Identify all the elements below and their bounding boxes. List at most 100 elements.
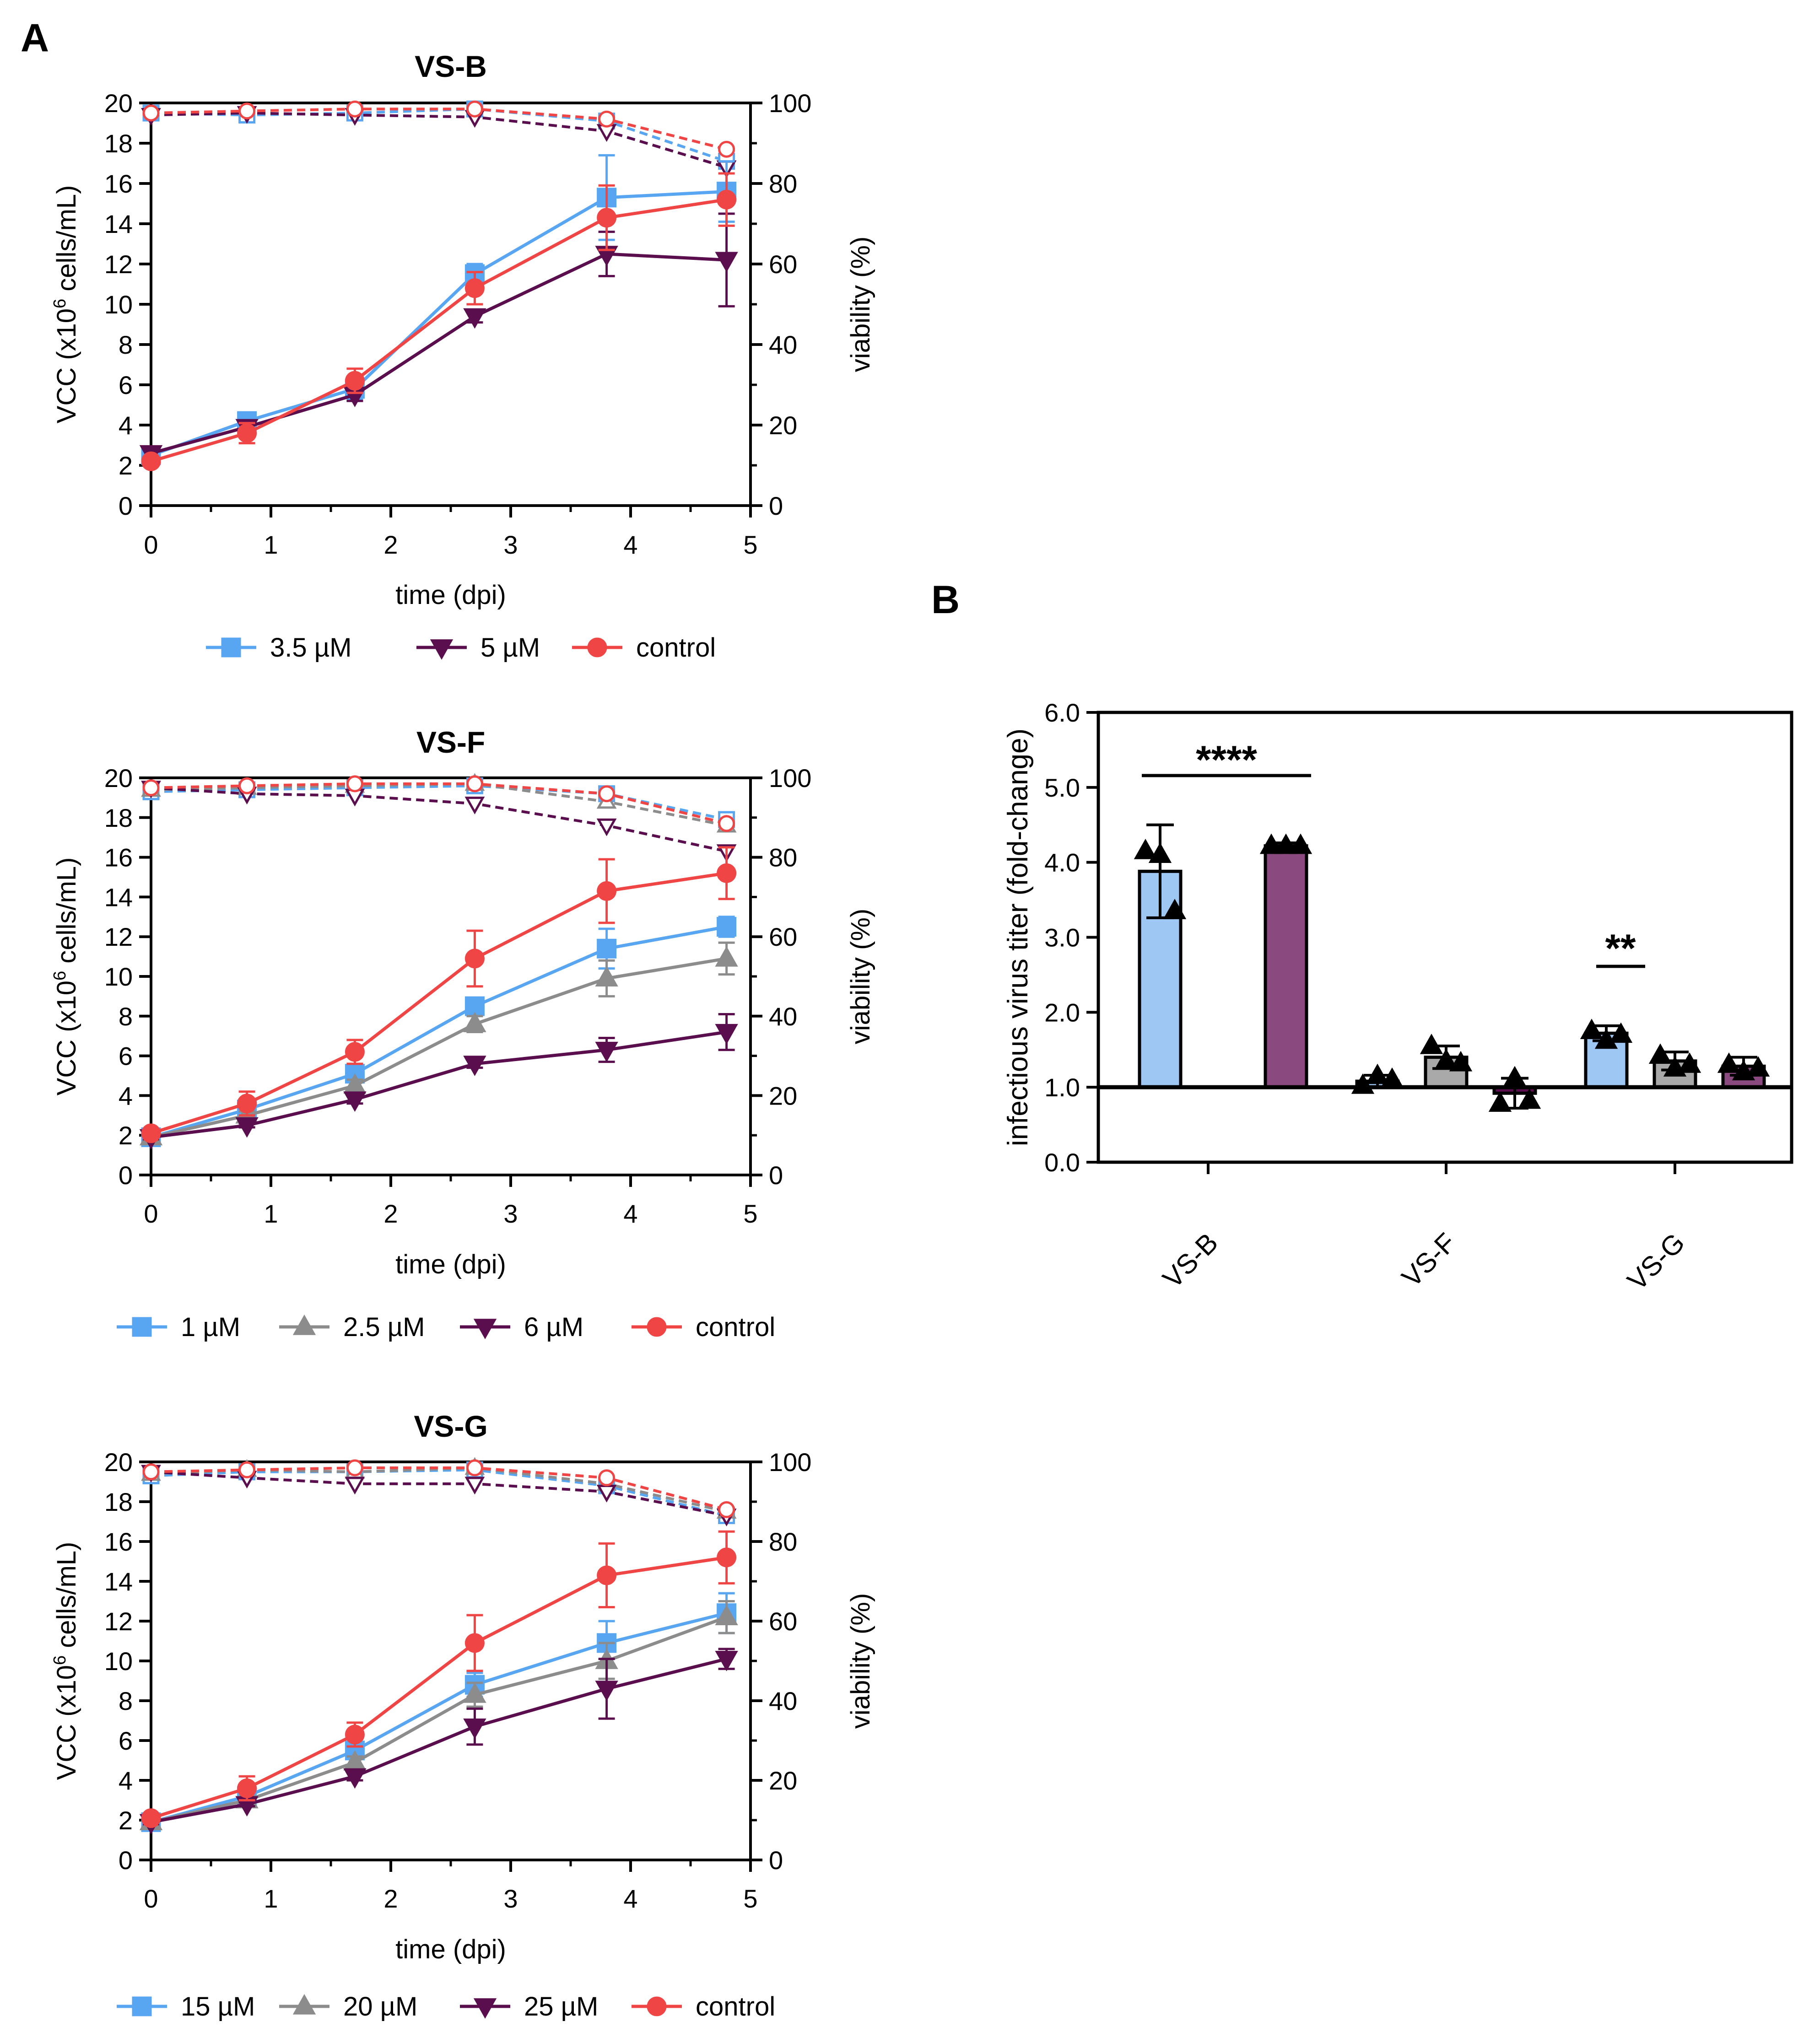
x-tick-label: 3 [503,1884,518,1913]
y-right-tick-label: 40 [769,1687,797,1715]
viability-point [466,100,483,118]
legend-marker [473,1319,497,1339]
y-left-tick-label: 10 [104,1647,133,1676]
y-left-tick-label: 4 [119,1081,133,1110]
viability-point [238,777,256,794]
vcc-point [715,1024,738,1045]
vcc-point [715,1605,738,1625]
panel-a-label: A [21,16,49,60]
panel-b-label: B [931,578,960,622]
x-tick-label: 0 [144,530,158,559]
y-tick-label: 1.0 [1044,1073,1080,1102]
y-right-tick-label: 60 [769,1607,797,1636]
vcc-point [235,1117,259,1138]
y-right-tick-label: 80 [769,843,797,872]
viability-point [238,102,256,120]
viability-line [151,108,727,151]
data-point [1289,833,1312,854]
y-tick-label: 3.0 [1044,923,1080,952]
bar [1264,844,1308,1089]
y-axis-label: infectious virus titer (fold-change) [1002,728,1034,1146]
viability-point [142,779,160,797]
y-right-tick-label: 20 [769,1766,797,1795]
vcc-point [463,308,486,329]
viability-point [346,1459,363,1477]
y-right-tick-label: 0 [769,491,783,520]
legend-label: 20 µM [343,1992,417,2021]
vcc-line [151,1612,727,1824]
viability-line [151,784,727,821]
vcc-point [717,863,737,883]
y-left-tick-label: 8 [119,330,133,359]
vcc-line [151,1030,727,1139]
x-tick-label: VS-F [1396,1227,1462,1293]
y-tick-label: 6.0 [1044,698,1080,727]
vcc-point [345,1042,365,1062]
data-point [1518,1088,1541,1109]
legend-label: 3.5 µM [270,633,351,663]
data-point [1420,1034,1443,1054]
vcc-point [141,451,161,471]
vcc-point [464,949,485,969]
chart-title: VS-F [416,725,485,759]
significance-label: ** [1605,927,1636,970]
x-axis-label: time (dpi) [395,580,506,610]
vcc-line [150,871,727,1135]
vcc-point [141,1123,161,1143]
y-left-tick-label: 6 [119,371,133,399]
legend-marker [430,639,454,660]
viability-point [346,100,363,118]
y-right-tick-label: 0 [769,1846,783,1875]
viability-point [238,1461,256,1478]
y-left-tick-label: 16 [104,169,133,198]
y-left-tick-label: 20 [104,1448,133,1477]
vcc-point [343,1091,367,1112]
y-left-tick-label: 4 [119,1766,133,1795]
x-tick-label: 0 [144,1199,158,1228]
vcc-point [717,189,737,210]
vcc-line [151,1657,727,1824]
legend-label: control [696,1312,775,1342]
vcc-point [595,1681,618,1701]
y-right-tick-label: 40 [769,330,797,359]
vcc-point [463,1718,486,1739]
vs-b-growth-chart: VS-B0 1 2 3 4 502468101214161820020406080100t… [50,49,875,663]
y-left-tick-label: 10 [104,290,133,319]
vcc-point [717,917,737,937]
viability-line [151,782,727,827]
viability-line [151,1470,727,1517]
y-tick-label: 0.0 [1044,1148,1080,1177]
data-point [1259,833,1283,854]
legend-marker [292,1994,316,2015]
y-right-tick-label: 80 [769,1527,797,1556]
y-left-tick-label: 12 [104,250,133,279]
viability-point [466,775,483,792]
viability-point [464,1477,485,1495]
vcc-point [715,946,738,967]
viability-point [596,818,617,836]
y-left-tick-label: 6 [119,1726,133,1755]
viability-point [598,1469,616,1487]
y-left-tick-label: 0 [119,1161,133,1190]
y-left-tick-label: 14 [104,1567,133,1596]
x-tick-label: 3 [503,530,518,559]
legend-marker [647,1317,667,1337]
vcc-point [597,881,617,901]
viability-line [151,1466,727,1513]
y-right-tick-label: 100 [769,764,811,792]
vcc-line [150,1556,727,1820]
legend-label: 1 µM [181,1312,240,1342]
y-tick-label: 2.0 [1044,998,1080,1027]
data-point [1503,1066,1527,1087]
y-right-tick-label: 80 [769,169,797,198]
viability-point [466,1459,483,1477]
legend-label: 2.5 µM [343,1312,425,1342]
y-left-tick-label: 20 [104,764,133,792]
y-left-tick-label: 18 [104,803,133,832]
vcc-point [597,938,617,959]
y-axis-left-label: VCC (x106 cells/mL) [50,857,81,1096]
data-point [1148,842,1172,863]
x-tick-label: 1 [264,1884,278,1913]
y-left-tick-label: 20 [104,89,133,118]
x-tick-label: 5 [743,1884,757,1913]
